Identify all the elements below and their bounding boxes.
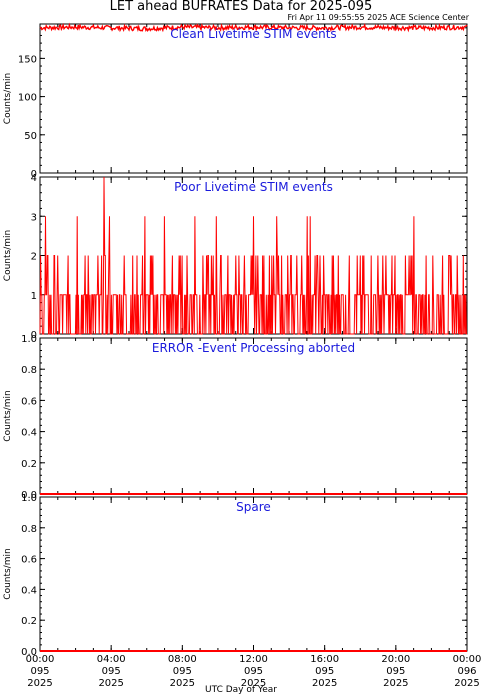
x-axis-label: UTC Day of Year <box>205 685 277 695</box>
y-tick-label: 0.6 <box>21 396 37 407</box>
page-subtitle: Fri Apr 11 09:55:55 2025 ACE Science Cen… <box>287 13 469 22</box>
panel-frame <box>39 23 468 174</box>
y-tick-label: 0.6 <box>21 555 37 566</box>
x-tick-label-time: 00:00 <box>26 654 55 665</box>
x-tick-label-doy: 095 <box>244 666 263 677</box>
x-tick-label-year: 2025 <box>27 678 52 689</box>
panel-title: Clean Livetime STIM events <box>170 27 336 41</box>
x-tick-label-year: 2025 <box>241 678 266 689</box>
panel-title: Spare <box>236 500 271 514</box>
y-tick-label: 0.8 <box>21 524 37 535</box>
page-title: LET ahead BUFRATES Data for 2025-095 <box>109 0 373 14</box>
series-line <box>39 176 467 335</box>
x-tick-label-doy: 096 <box>457 666 476 677</box>
y-tick-label: 1.0 <box>21 493 37 504</box>
y-tick-label: 0.0 <box>21 647 37 658</box>
y-tick-label: 1 <box>31 291 37 302</box>
y-axis-label: Counts/min <box>3 230 13 281</box>
x-tick-label-year: 2025 <box>312 678 337 689</box>
x-tick-label-year: 2025 <box>383 678 408 689</box>
x-tick-label-year: 2025 <box>454 678 479 689</box>
x-tick-label-time: 04:00 <box>97 654 126 665</box>
y-tick-label: 0.4 <box>21 585 37 596</box>
series-line <box>39 22 468 33</box>
panel-title: Poor Livetime STIM events <box>174 180 333 194</box>
x-tick-label-doy: 095 <box>102 666 121 677</box>
y-tick-label: 0.2 <box>21 459 37 470</box>
y-tick-label: 50 <box>24 131 37 142</box>
y-tick-label: 4 <box>31 173 37 184</box>
x-tick-label-year: 2025 <box>98 678 123 689</box>
panel-title: ERROR -Event Processing aborted <box>152 341 355 355</box>
y-axis-label: Counts/min <box>3 390 13 441</box>
y-tick-label: 100 <box>18 93 37 104</box>
y-tick-label: 0.2 <box>21 616 37 627</box>
y-tick-label: 150 <box>18 54 37 65</box>
x-tick-label-time: 16:00 <box>310 654 339 665</box>
panel-frame <box>39 496 468 652</box>
y-tick-label: 0 <box>31 169 37 180</box>
y-tick-label: 3 <box>31 212 37 223</box>
x-tick-label-doy: 095 <box>386 666 405 677</box>
x-tick-label-year: 2025 <box>170 678 195 689</box>
y-tick-label: 0.4 <box>21 428 37 439</box>
x-tick-label-time: 08:00 <box>168 654 197 665</box>
y-tick-label: 0.0 <box>21 490 37 501</box>
y-axis-label: Counts/min <box>3 548 13 599</box>
y-axis-label: Counts/min <box>3 73 13 124</box>
y-tick-label: 0 <box>31 330 37 341</box>
x-tick-label-doy: 095 <box>315 666 334 677</box>
y-tick-label: 2 <box>31 252 37 263</box>
x-tick-label-doy: 095 <box>30 666 49 677</box>
y-tick-label: 1.0 <box>21 334 37 345</box>
x-tick-label-time: 12:00 <box>239 654 268 665</box>
x-tick-label-doy: 095 <box>173 666 192 677</box>
x-tick-label-time: 20:00 <box>381 654 410 665</box>
panel-frame <box>39 337 468 495</box>
y-tick-label: 0.8 <box>21 365 37 376</box>
x-tick-label-time: 00:00 <box>453 654 482 665</box>
